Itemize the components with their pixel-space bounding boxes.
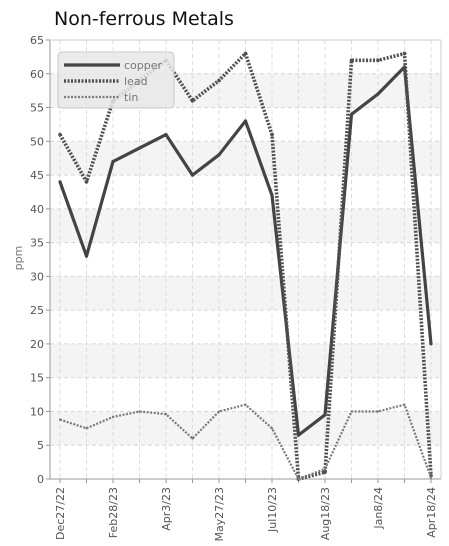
- data-point-copper: [111, 159, 115, 164]
- data-point-copper: [376, 92, 380, 96]
- data-point-tin: [350, 410, 353, 413]
- data-point-copper: [243, 119, 248, 123]
- data-point-copper: [429, 342, 433, 346]
- data-point-lead: [402, 51, 407, 56]
- axes: [46, 39, 442, 483]
- data-point-tin: [323, 467, 327, 470]
- data-point-lead: [349, 58, 354, 63]
- data-point-copper: [270, 193, 274, 197]
- data-point-copper: [217, 153, 221, 157]
- y-tick-label: 30: [30, 270, 44, 283]
- data-point-tin: [403, 403, 406, 406]
- data-point-copper: [164, 132, 168, 137]
- data-point-copper: [296, 433, 301, 437]
- x-tick-label: Apr18/24: [425, 487, 438, 538]
- data-point-copper: [84, 254, 89, 258]
- legend-label-lead: lead: [124, 75, 148, 88]
- data-point-copper: [323, 413, 327, 417]
- legend-label-tin: tin: [124, 91, 138, 104]
- x-tick-labels: Dec27/22 Feb28/23 Apr3/23 May27/23 Jul10/23 A…: [54, 487, 438, 541]
- x-tick-label: Dec27/22: [54, 487, 67, 540]
- y-tick-label: 65: [30, 34, 44, 47]
- data-point-tin: [164, 413, 168, 416]
- y-tick-label: 5: [37, 439, 44, 452]
- data-point-tin: [217, 410, 221, 413]
- data-point-tin: [191, 437, 194, 440]
- x-tick-label: Aug18/23: [319, 487, 332, 540]
- data-point-lead: [217, 78, 221, 83]
- y-tick-labels: 0 5 10 15 20 25 30 35 40 45 50 55 60 65: [30, 34, 44, 486]
- legend: copper lead tin: [57, 51, 175, 109]
- series-lines: [58, 51, 433, 481]
- x-tick-label: Jan8/24: [372, 487, 385, 530]
- data-point-tin: [270, 427, 274, 430]
- y-tick-label: 20: [30, 338, 44, 351]
- data-point-lead: [190, 98, 195, 103]
- data-point-lead: [270, 132, 274, 137]
- legend-label-copper: copper: [124, 59, 163, 72]
- data-point-tin: [429, 476, 433, 479]
- data-point-lead: [58, 132, 62, 137]
- data-point-lead: [376, 58, 380, 63]
- data-point-copper: [58, 180, 62, 184]
- x-tick-label: Apr3/23: [160, 487, 173, 531]
- data-point-tin: [376, 410, 380, 413]
- data-point-tin: [111, 415, 115, 418]
- x-tick-label: Feb28/23: [107, 487, 120, 538]
- data-point-copper: [349, 112, 354, 116]
- data-point-tin: [58, 418, 62, 421]
- y-tick-label: 50: [30, 135, 44, 148]
- y-tick-label: 15: [30, 372, 44, 385]
- y-tick-label: 40: [30, 203, 44, 216]
- x-tick-label: Jul10/23: [266, 487, 279, 533]
- y-axis-label: ppm: [12, 246, 25, 271]
- data-point-copper: [190, 173, 195, 177]
- y-tick-label: 0: [37, 473, 44, 486]
- data-point-tin: [244, 403, 247, 406]
- data-point-copper: [137, 146, 142, 150]
- y-tick-label: 60: [30, 68, 44, 81]
- y-tick-label: 45: [30, 169, 44, 182]
- x-tick-label: May27/23: [213, 487, 226, 541]
- data-point-tin: [297, 477, 300, 481]
- chart-title: Non-ferrous Metals: [54, 8, 234, 30]
- data-point-lead: [243, 51, 248, 56]
- data-point-lead: [323, 470, 327, 475]
- data-point-tin: [138, 410, 141, 413]
- data-point-lead: [84, 180, 89, 184]
- y-tick-label: 35: [30, 237, 44, 250]
- data-point-tin: [85, 427, 88, 430]
- y-tick-label: 55: [30, 102, 44, 115]
- y-tick-label: 10: [30, 405, 44, 418]
- y-tick-label: 25: [30, 304, 44, 317]
